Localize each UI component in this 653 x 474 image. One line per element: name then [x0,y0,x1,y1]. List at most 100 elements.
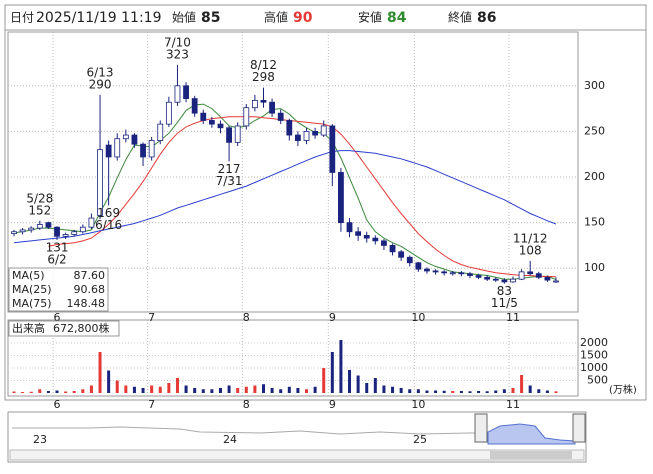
price-plot [7,31,579,313]
high-value: 90 [293,10,313,26]
candle-body [140,143,146,158]
candle-body [251,100,258,109]
candle-body [157,123,164,141]
volume-unit: (万株) [609,383,637,396]
scroll-thumb[interactable] [490,451,572,459]
volume-bar [305,389,309,393]
volume-bar [442,390,446,393]
volume-bar [64,391,68,393]
volume-title: 出来高 [12,321,45,335]
ma-legend-value: 90.68 [74,283,106,296]
candle-body [372,237,379,242]
frame [4,29,647,401]
volume-bar [528,385,532,393]
candle-body [363,234,370,239]
candle-body [97,149,103,216]
candle-body [88,217,95,228]
y-tick-label: 100 [584,261,605,274]
candle-body [501,279,508,283]
volume-bar [520,375,524,393]
volume-bar [218,388,222,393]
ma-legend-name: MA(5) [12,269,45,282]
datetime: 2025/11/19 11:19 [36,10,162,26]
volume-bar [244,386,248,393]
x-tick-label: 10 [411,311,425,324]
volume-bar [270,388,274,393]
candle-body [415,262,422,270]
candle-body [28,227,35,231]
annotation-label: 6/16 [95,218,122,232]
annotation-label: 5/28 [26,191,53,205]
candle-body [208,120,215,125]
annotation-label: 6/2 [47,252,66,266]
navigator-handle-right[interactable] [572,413,586,443]
volume-bar [158,386,162,393]
volume-bar [55,390,59,393]
volume-bar [339,340,343,393]
candle-body [484,276,491,280]
candle-body [79,226,86,233]
volume-bar [545,390,549,393]
volume-bar [184,385,188,393]
volume-latest: 672,800株 [53,321,110,335]
volume-bar [416,389,420,393]
candle-body [303,131,310,141]
annotation-label: 83 [497,284,512,298]
volume-bar [132,386,136,393]
candle-body [424,268,430,272]
candle-body [71,231,78,235]
x-tick-label: 9 [329,311,336,324]
navigator-label: 24 [223,433,237,446]
candle-body [449,272,456,275]
candle-body [510,278,516,283]
x-tick-label: 9 [329,398,336,411]
candle-body [11,231,17,234]
annotation-label: 169 [97,206,120,220]
candle-body [269,101,275,114]
annotation-label: 323 [166,47,189,61]
volume-bar [348,370,352,393]
candle-body [346,222,353,233]
low-label: 安値 [358,10,382,25]
ma-line [48,116,557,278]
volume-bar [150,385,154,393]
annotation-label: 152 [28,203,51,217]
annotation-label: 11/12 [513,231,548,245]
close-value: 86 [477,10,496,26]
candle-body [458,272,465,275]
candle-body [148,140,155,158]
volume-bar [365,383,369,393]
volume-bar [459,391,463,393]
annotation-label: 8/12 [250,58,277,72]
x-tick-label: 10 [411,398,425,411]
navigator-label: 25 [413,433,427,446]
y-tick-label: 1500 [580,349,608,362]
candle-body [105,144,112,158]
volume-bar [279,389,283,393]
x-tick-label: 11 [506,398,520,411]
volume-bar [46,391,50,393]
volume-bar [167,383,171,393]
candle-body [36,224,43,229]
candle-body [131,134,138,145]
candle-body [226,127,232,143]
volume-bar [287,386,291,393]
annotation-label: 217 [218,162,241,176]
ma-legend-name: MA(75) [12,297,52,310]
volume-bar [236,388,240,393]
open-label: 始値 [172,10,196,25]
candle-body [295,134,301,141]
volume-bar [425,390,429,393]
scrollbar[interactable] [9,449,585,461]
volume-bar [89,385,93,393]
navigator-handle-left[interactable] [474,413,488,443]
candle-body [191,98,198,114]
candle-body [355,231,362,236]
annotation-label: 290 [89,77,112,91]
candle-body [553,280,559,283]
y-tick-label: 150 [584,216,605,229]
volume-bar [201,389,205,393]
candle-body [114,138,121,158]
volume-bar [193,388,197,393]
